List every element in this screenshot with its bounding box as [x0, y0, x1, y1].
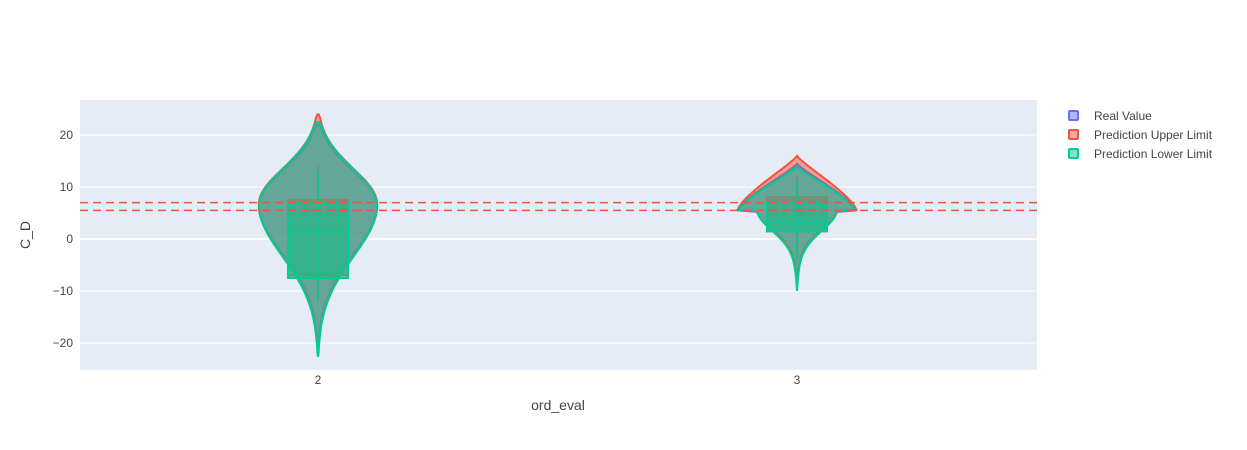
x-tick-label: 2 — [315, 373, 322, 387]
legend-item-prediction-upper-limit[interactable]: Prediction Upper Limit — [1068, 125, 1212, 144]
reference-lines — [80, 201, 1037, 212]
x-axis-title: ord_eval — [531, 397, 585, 413]
y-tick-label: −10 — [53, 284, 74, 298]
y-tick-label: 10 — [60, 180, 74, 194]
legend-label: Prediction Upper Limit — [1094, 127, 1213, 142]
y-tick-label: 20 — [60, 128, 74, 142]
y-tick-label: 0 — [66, 232, 73, 246]
grid-lines — [80, 134, 1037, 344]
legend-swatch-prediction-lower-limit — [1068, 148, 1079, 159]
legend-label: Real Value — [1094, 108, 1152, 123]
legend-item-prediction-lower-limit[interactable]: Prediction Lower Limit — [1068, 144, 1212, 163]
legend-label: Prediction Lower Limit — [1094, 146, 1213, 161]
plot-area — [80, 100, 1037, 370]
legend-swatch-prediction-upper-limit — [1068, 129, 1079, 140]
y-axis-title: C_D — [17, 221, 33, 249]
y-tick-label: −20 — [53, 336, 74, 350]
legend-swatch-real-value — [1068, 110, 1079, 121]
y-tick-labels: −20 −10 0 10 20 — [53, 128, 74, 350]
violins — [257, 113, 858, 357]
legend: Real Value Prediction Upper Limit Predic… — [1068, 106, 1212, 163]
legend-item-real-value[interactable]: Real Value — [1068, 106, 1212, 125]
x-tick-label: 3 — [794, 373, 801, 387]
